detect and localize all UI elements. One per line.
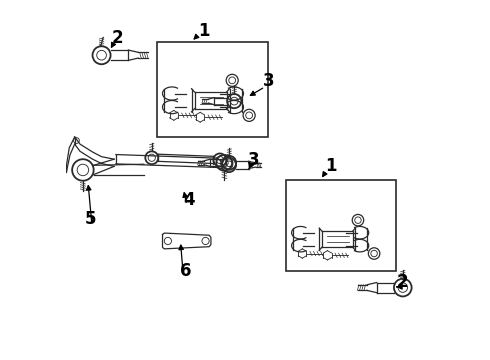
Text: 6: 6	[180, 262, 192, 280]
Text: 4: 4	[184, 191, 195, 209]
Text: 1: 1	[325, 157, 337, 175]
Bar	[286, 180, 395, 271]
Text: 2: 2	[112, 30, 123, 48]
Text: 3: 3	[263, 72, 274, 90]
Text: 1: 1	[198, 22, 210, 40]
Text: 2: 2	[397, 273, 409, 291]
Bar	[157, 42, 269, 137]
Text: 3: 3	[248, 151, 260, 169]
Text: 5: 5	[85, 211, 97, 229]
